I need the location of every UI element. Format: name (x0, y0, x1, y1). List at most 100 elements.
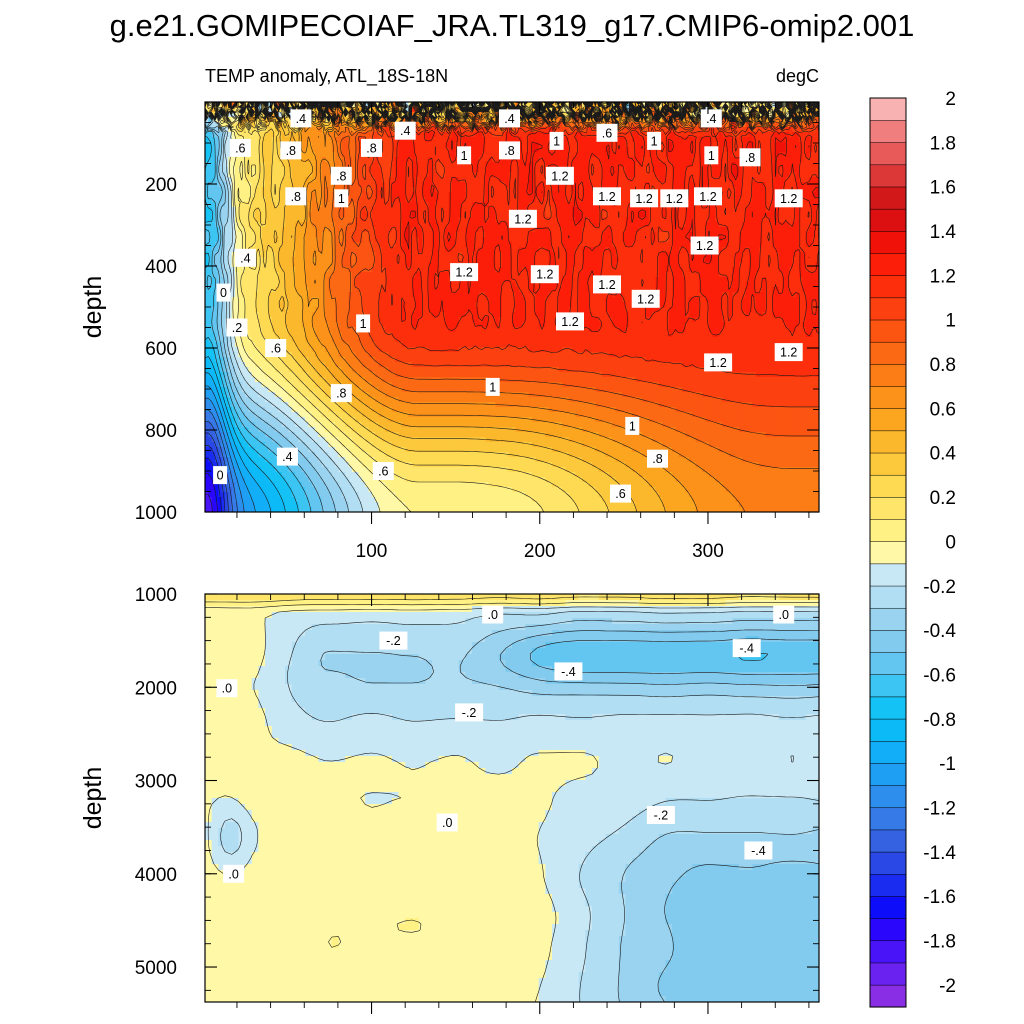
contour-label-text: .0 (228, 867, 238, 881)
contour-label: .6 (610, 485, 631, 503)
contour-label: 1.2 (450, 263, 478, 281)
contour-label: -.2 (455, 703, 483, 721)
colorbar-swatch (870, 674, 906, 696)
contour-label-text: 1.2 (561, 315, 578, 329)
colorbar-label: 1.8 (930, 133, 956, 154)
x-tick-label: 300 (692, 541, 724, 562)
colorbar-swatch (870, 564, 906, 586)
contour-label: .4 (277, 448, 298, 466)
contour-label: .0 (216, 679, 237, 697)
contour-label-text: -.4 (751, 844, 766, 858)
contour-label-text: 1 (360, 317, 367, 331)
y-tick-label: 2000 (135, 678, 177, 699)
colorbar-swatch (870, 475, 906, 497)
contour-label-text: .6 (602, 126, 612, 140)
colorbar-label: -0.8 (923, 710, 956, 731)
contour-label: -.4 (733, 639, 761, 657)
colorbar-label: 1 (945, 311, 956, 332)
contour-label-text: 1.2 (699, 190, 716, 204)
contour-label: .8 (647, 450, 668, 468)
x-tick-label: 200 (524, 541, 556, 562)
contour-label-text: .8 (652, 452, 662, 466)
contour-label-text: .4 (240, 251, 250, 265)
contour-label: 0 (217, 284, 231, 302)
colorbar-swatch (870, 741, 906, 763)
contour-label-text: -.4 (561, 665, 576, 679)
contour-label-text: .4 (400, 124, 410, 138)
contour-label-text: .8 (286, 144, 296, 158)
contour-label: .6 (265, 339, 286, 357)
contour-label-text: .4 (504, 112, 514, 126)
contour-label-text: 1 (461, 149, 468, 163)
colorbar-label: -1.2 (923, 799, 956, 820)
contour-label-text: 1.2 (598, 278, 615, 292)
contour-label: 1.2 (704, 353, 732, 371)
upper-right-title: degC (776, 66, 819, 86)
contour-label: -.4 (744, 842, 772, 860)
colorbar-swatch (870, 320, 906, 342)
colorbar-label: 1.2 (930, 266, 956, 287)
colorbar-swatch (870, 386, 906, 408)
contour-label: .0 (223, 865, 244, 883)
contour-label-text: .0 (778, 608, 788, 622)
contour-label: 1.2 (691, 237, 719, 255)
contour-label-text: .8 (336, 387, 346, 401)
contour-label: 1.2 (630, 189, 658, 207)
y-tick-label: 600 (145, 339, 177, 360)
contour-label: 1 (486, 378, 500, 396)
y-tick-label: 400 (145, 257, 177, 278)
colorbar-label: -1 (939, 754, 956, 775)
upper-panel: TEMP anomaly, ATL_18S-18N degC .4.4.4.4.… (79, 66, 819, 562)
contour-label: 1.2 (509, 210, 537, 228)
contour-label: 1.2 (660, 189, 688, 207)
contour-label-text: 1 (651, 134, 658, 148)
contour-label-text: 1 (489, 380, 496, 394)
contour-label: .6 (230, 139, 251, 157)
contour-label-text: .0 (442, 816, 452, 830)
colorbar-label: -0.4 (923, 621, 956, 642)
upper-ylabel: depth (79, 276, 107, 339)
colorbar-swatch (870, 608, 906, 630)
colorbar-swatch (870, 785, 906, 807)
contour-label: .4 (701, 109, 722, 127)
colorbar-swatch (870, 231, 906, 253)
contour-label-text: .6 (378, 465, 388, 479)
contour-label: .4 (499, 109, 520, 127)
contour-label: 1.2 (775, 189, 803, 207)
colorbar-swatch (870, 165, 906, 187)
colorbar-swatch (870, 142, 906, 164)
colorbar-swatch (870, 342, 906, 364)
colorbar-swatch (870, 120, 906, 142)
colorbar-label: 2 (945, 89, 956, 110)
contour-label: 1.2 (775, 343, 803, 361)
colorbar-swatch (870, 431, 906, 453)
figure: g.e21.GOMIPECOIAF_JRA.TL319_g17.CMIP6-om… (0, 0, 1024, 1024)
contour-label: 1.2 (546, 167, 574, 185)
colorbar: -2-1.8-1.6-1.4-1.2-1-0.8-0.6-0.4-0.200.2… (870, 89, 956, 1007)
contour-label: .0 (773, 606, 794, 624)
contour-label-text: .4 (282, 450, 292, 464)
contour-label-text: .4 (296, 112, 306, 126)
y-tick-label: 800 (145, 421, 177, 442)
colorbar-label: -0.6 (923, 665, 956, 686)
colorbar-label: 0.8 (930, 355, 956, 376)
contour-label: .8 (331, 167, 352, 185)
figure-title: g.e21.GOMIPECOIAF_JRA.TL319_g17.CMIP6-om… (110, 8, 915, 43)
colorbar-swatch (870, 985, 906, 1007)
contour-label-text: 1.2 (536, 268, 553, 282)
contour-label-text: 1.2 (709, 356, 726, 370)
colorbar-swatch (870, 298, 906, 320)
contour-label-text: 1.2 (455, 266, 472, 280)
contour-label: 1 (356, 314, 370, 332)
contour-label-text: 1.2 (780, 346, 797, 360)
y-tick-label: 5000 (135, 958, 177, 979)
contour-label-text: 1 (553, 134, 560, 148)
colorbar-label: -1.4 (923, 843, 956, 864)
y-tick-label: 1000 (135, 503, 177, 524)
contour-label: .2 (227, 319, 248, 337)
colorbar-swatch (870, 497, 906, 519)
colorbar-label: 0.2 (930, 488, 956, 509)
colorbar-swatch (870, 253, 906, 275)
contour-label-text: 1.2 (598, 190, 615, 204)
colorbar-swatch (870, 697, 906, 719)
